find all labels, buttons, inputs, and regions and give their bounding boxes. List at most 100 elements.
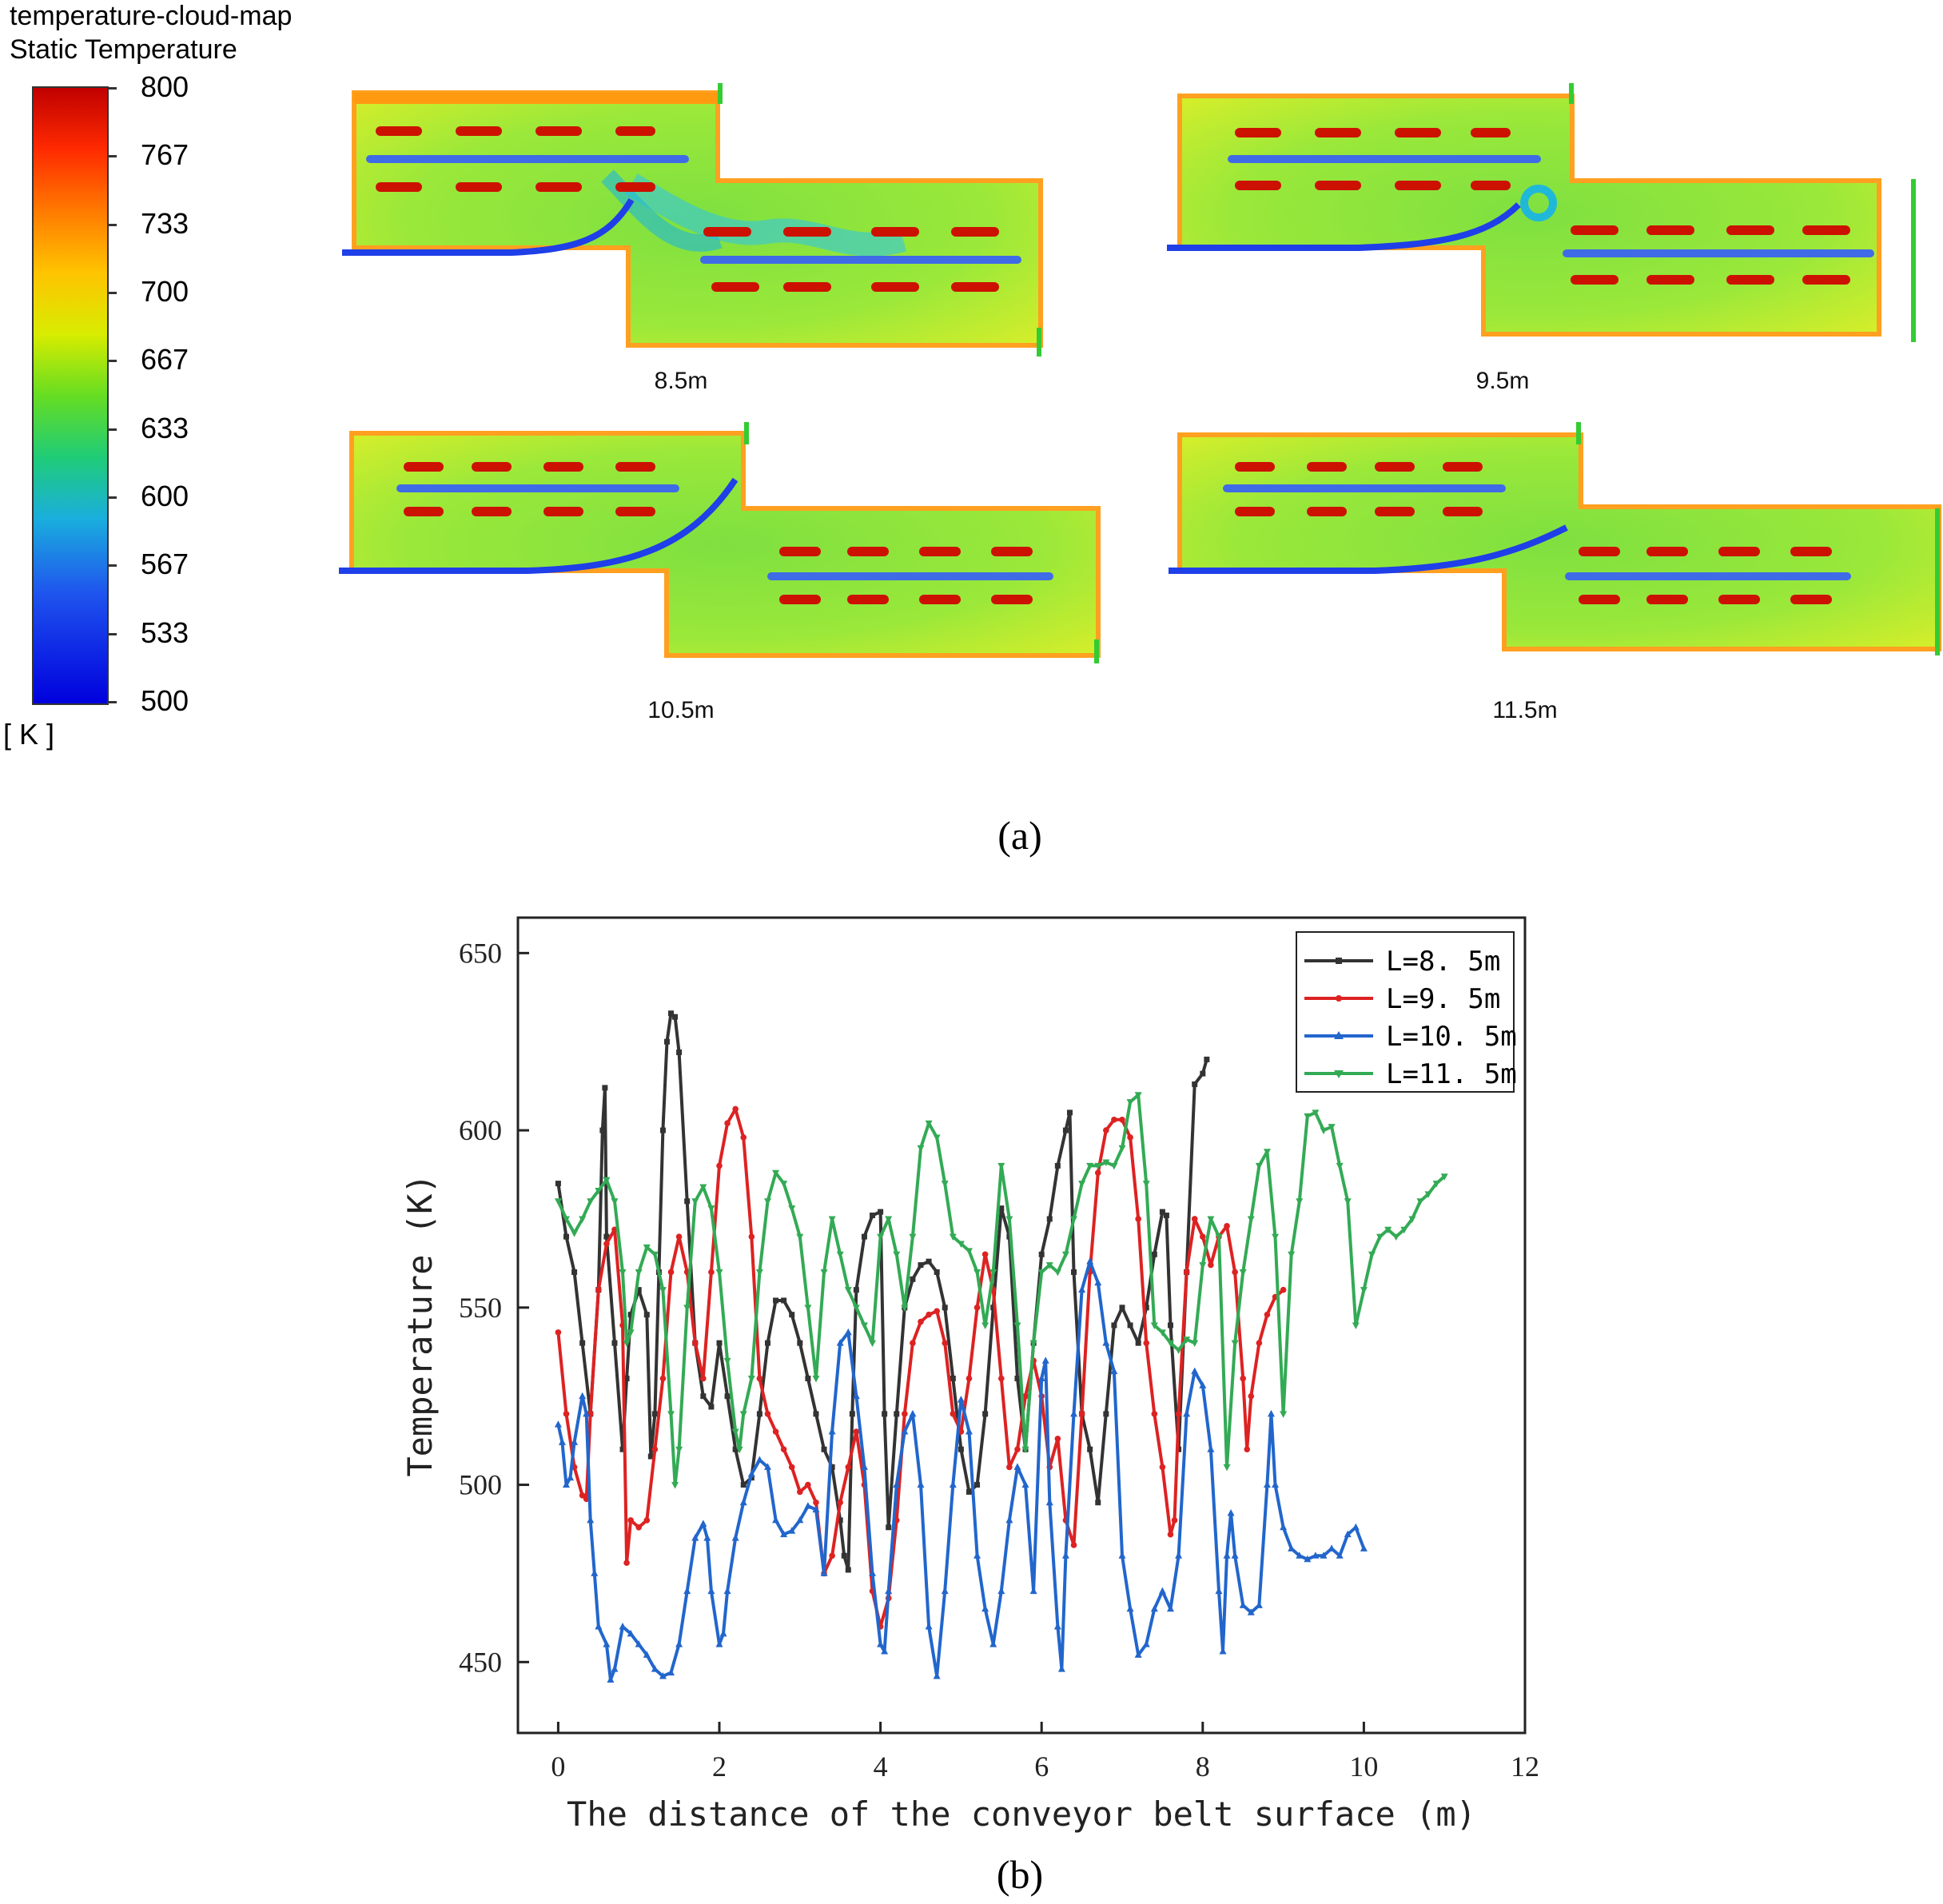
y-tick-label: 650 xyxy=(459,937,502,969)
data-point xyxy=(1158,1329,1166,1336)
data-point xyxy=(651,1665,659,1672)
data-point xyxy=(1021,1446,1029,1454)
data-point xyxy=(869,1340,877,1348)
data-point xyxy=(820,1569,828,1576)
case-label-10-5m: 10.5m xyxy=(647,697,715,723)
data-point xyxy=(735,1446,743,1454)
colorbar-tick-label: 600 xyxy=(141,480,189,512)
data-point xyxy=(668,1010,675,1017)
data-point xyxy=(966,1488,972,1495)
data-point xyxy=(731,1428,739,1436)
data-point xyxy=(1014,1446,1021,1453)
data-point xyxy=(1227,1509,1235,1516)
data-point xyxy=(611,1665,619,1672)
data-point xyxy=(1200,1070,1206,1077)
data-point xyxy=(981,1604,989,1612)
data-point xyxy=(1110,1162,1118,1170)
data-point xyxy=(663,1038,670,1045)
data-point xyxy=(1312,1551,1320,1559)
data-point xyxy=(595,1286,602,1293)
y-tick-label: 500 xyxy=(459,1469,502,1501)
y-tick-label: 600 xyxy=(459,1114,502,1146)
data-point xyxy=(852,1392,860,1400)
data-point xyxy=(715,1269,723,1277)
data-point xyxy=(748,1233,755,1240)
data-point xyxy=(723,1587,731,1595)
data-point xyxy=(1135,1216,1141,1222)
data-point xyxy=(950,1376,956,1382)
data-point xyxy=(805,1376,811,1382)
data-point xyxy=(1037,1374,1045,1382)
colorbar-tick-label: 533 xyxy=(141,615,189,649)
data-point xyxy=(1263,1149,1271,1156)
data-point xyxy=(789,1312,795,1318)
data-point xyxy=(797,1340,803,1346)
colorbar-tick-label: 633 xyxy=(141,411,189,444)
data-point xyxy=(973,1551,981,1559)
legend-entry: L=10. 5m xyxy=(1304,1021,1517,1053)
data-point xyxy=(1171,1517,1178,1524)
data-point xyxy=(563,1411,570,1417)
data-point xyxy=(1207,1216,1215,1223)
contour-map-10-5m xyxy=(339,422,1101,663)
data-point xyxy=(732,1446,739,1452)
data-point xyxy=(571,1438,579,1445)
data-point xyxy=(773,1297,779,1304)
data-point xyxy=(740,1482,747,1488)
data-point xyxy=(1264,1311,1271,1318)
data-point xyxy=(942,1305,948,1311)
data-point xyxy=(1086,1162,1094,1170)
colorbar-tick-mark xyxy=(107,701,117,703)
data-point xyxy=(1057,1665,1065,1672)
data-point xyxy=(1231,1551,1239,1559)
data-point xyxy=(805,1481,811,1488)
data-point xyxy=(671,1482,679,1489)
data-point xyxy=(763,1463,771,1470)
data-point xyxy=(965,1428,973,1435)
colorbar-tick-label: 667 xyxy=(141,343,189,376)
data-point xyxy=(829,1552,835,1559)
data-point xyxy=(772,1169,780,1177)
data-point xyxy=(1070,1542,1077,1548)
data-point xyxy=(1175,1411,1182,1417)
colorbar-subtitle: Static Temperature xyxy=(10,34,237,65)
data-point xyxy=(881,1647,889,1655)
data-point xyxy=(755,1269,763,1277)
data-point xyxy=(1263,1480,1271,1488)
data-point xyxy=(894,1411,900,1417)
data-point xyxy=(844,1328,852,1336)
data-point xyxy=(1119,1305,1125,1311)
data-point xyxy=(997,1587,1005,1595)
data-point xyxy=(836,1339,844,1346)
data-point xyxy=(1005,1216,1013,1223)
data-point xyxy=(1392,1233,1400,1241)
data-point xyxy=(949,1233,957,1241)
data-point xyxy=(647,1453,654,1460)
contour-map-8-5m xyxy=(342,83,1043,357)
data-point xyxy=(1224,1223,1230,1229)
data-point xyxy=(1267,1409,1275,1417)
data-point xyxy=(1352,1523,1360,1531)
data-point xyxy=(813,1411,819,1417)
data-point xyxy=(603,1640,611,1647)
data-point xyxy=(933,1672,941,1679)
data-point xyxy=(1416,1198,1424,1205)
data-point xyxy=(1215,1233,1223,1241)
data-point xyxy=(1272,1480,1280,1488)
data-point xyxy=(1192,1081,1198,1087)
data-point xyxy=(925,1120,933,1128)
data-point xyxy=(804,1502,812,1509)
legend-entry: L=11. 5m xyxy=(1304,1058,1517,1090)
data-point xyxy=(1021,1480,1029,1488)
colorbar-title: temperature-cloud-map xyxy=(10,1,293,31)
data-point xyxy=(998,1205,1005,1212)
data-point xyxy=(554,1198,562,1205)
data-point xyxy=(1094,1162,1102,1170)
data-point xyxy=(1248,1392,1255,1400)
data-point xyxy=(623,1340,631,1348)
data-point xyxy=(583,1409,591,1417)
data-point xyxy=(755,1456,763,1464)
colorbar-tick-mark xyxy=(107,87,117,90)
data-point xyxy=(926,1258,932,1265)
data-point xyxy=(691,1198,699,1205)
